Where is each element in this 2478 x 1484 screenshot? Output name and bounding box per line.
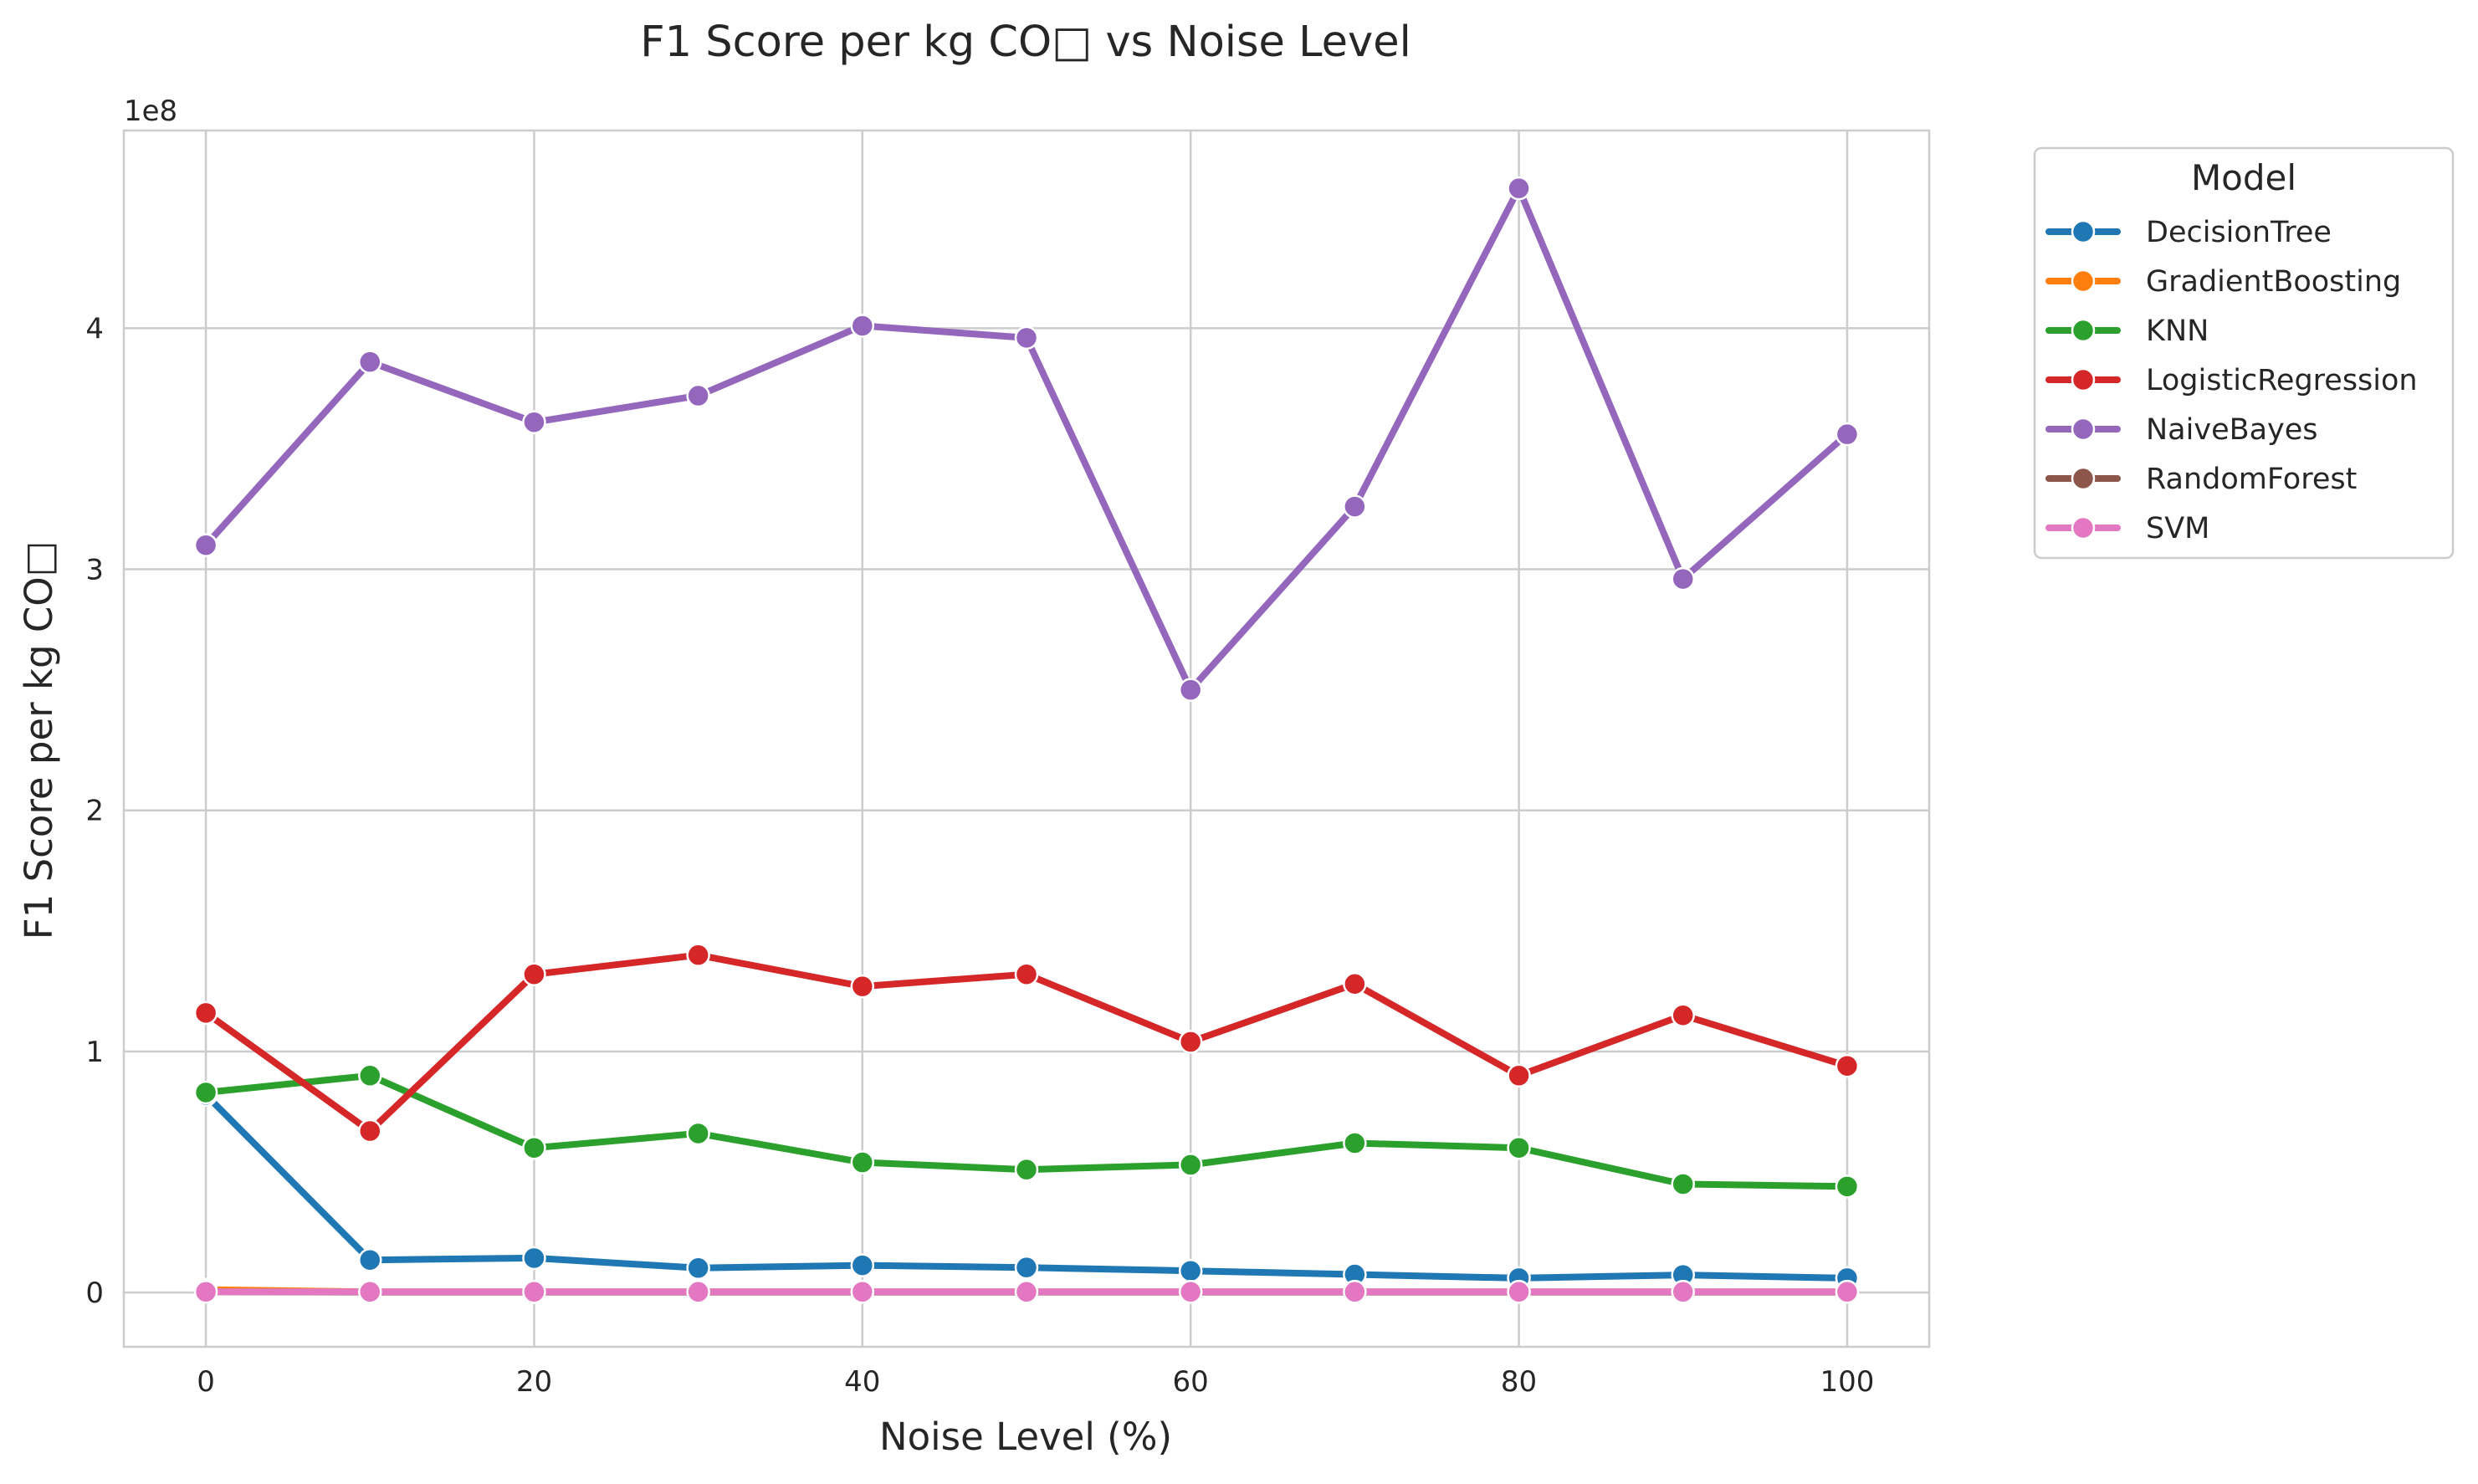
data-point-naivebayes (1344, 496, 1365, 518)
legend-label: RandomForest (2146, 463, 2357, 496)
legend-swatch-marker (2072, 418, 2094, 440)
y-tick-label: 4 (85, 312, 104, 345)
y-axis-label: F1 Score per kg CO□ (17, 541, 61, 940)
legend: Model DecisionTree GradientBoosting KNN Log… (2035, 148, 2453, 558)
chart-title: F1 Score per kg CO□ vs Noise Level (640, 18, 1411, 67)
data-point-logisticregression (1836, 1055, 1858, 1077)
legend-title: Model (2191, 157, 2296, 198)
data-point-naivebayes (195, 535, 217, 556)
data-point-logisticregression (195, 1002, 217, 1024)
data-point-naivebayes (688, 385, 709, 407)
data-point-logisticregression (1672, 1005, 1694, 1026)
data-point-svm (852, 1281, 873, 1302)
data-point-naivebayes (1016, 327, 1037, 349)
data-point-naivebayes (852, 315, 873, 336)
data-point-logisticregression (1016, 964, 1037, 985)
y-tick-label: 1 (85, 1036, 104, 1069)
data-point-logisticregression (852, 975, 873, 997)
legend-swatch-marker (2072, 369, 2094, 391)
legend-swatch-marker (2072, 517, 2094, 539)
x-tick-label: 40 (844, 1365, 880, 1399)
legend-box (2035, 148, 2453, 558)
data-point-knn (1836, 1175, 1858, 1197)
data-point-naivebayes (1672, 568, 1694, 590)
data-point-knn (1344, 1132, 1365, 1154)
data-point-naivebayes (1180, 679, 1201, 701)
x-tick-label: 60 (1173, 1365, 1209, 1399)
x-tick-label: 100 (1820, 1365, 1874, 1399)
data-point-svm (195, 1281, 217, 1302)
legend-label: NaiveBayes (2146, 413, 2318, 447)
legend-label: GradientBoosting (2146, 265, 2401, 299)
data-point-svm (1836, 1281, 1858, 1302)
data-point-logisticregression (688, 944, 709, 966)
data-point-logisticregression (359, 1120, 381, 1142)
y-tick-label: 2 (85, 795, 104, 828)
y-tick-label: 0 (85, 1277, 104, 1310)
data-point-knn (852, 1152, 873, 1174)
data-point-knn (195, 1082, 217, 1103)
x-tick-label: 80 (1501, 1365, 1537, 1399)
data-point-decisiontree (1016, 1256, 1037, 1278)
data-point-decisiontree (1180, 1260, 1201, 1282)
data-point-knn (1016, 1159, 1037, 1180)
y-tick-label: 3 (85, 554, 104, 587)
data-point-svm (523, 1281, 545, 1302)
data-point-svm (1016, 1281, 1037, 1302)
data-point-knn (688, 1123, 709, 1144)
data-point-decisiontree (523, 1247, 545, 1269)
legend-label: DecisionTree (2146, 216, 2332, 249)
data-point-svm (1672, 1281, 1694, 1302)
data-point-decisiontree (359, 1249, 381, 1271)
data-point-naivebayes (1836, 423, 1858, 445)
data-point-knn (523, 1137, 545, 1159)
data-point-decisiontree (688, 1257, 709, 1279)
data-point-logisticregression (1508, 1065, 1530, 1087)
data-point-svm (1344, 1281, 1365, 1302)
data-point-svm (1180, 1281, 1201, 1302)
data-point-knn (1180, 1154, 1201, 1175)
data-point-knn (1672, 1173, 1694, 1195)
legend-label: KNN (2146, 315, 2209, 348)
data-point-naivebayes (1508, 177, 1530, 199)
data-point-naivebayes (523, 412, 545, 433)
legend-swatch-marker (2072, 468, 2094, 489)
legend-swatch-marker (2072, 320, 2094, 341)
data-point-logisticregression (1180, 1031, 1201, 1052)
data-point-knn (1508, 1137, 1530, 1159)
legend-label: LogisticRegression (2146, 364, 2418, 397)
y-axis-offset-label: 1e8 (124, 95, 177, 128)
legend-swatch-marker (2072, 221, 2094, 243)
legend-swatch-marker (2072, 270, 2094, 292)
x-axis-label: Noise Level (%) (879, 1415, 1172, 1459)
data-point-logisticregression (1344, 973, 1365, 995)
data-point-knn (359, 1065, 381, 1087)
data-point-decisiontree (852, 1255, 873, 1277)
x-tick-label: 0 (197, 1365, 215, 1399)
data-point-svm (688, 1281, 709, 1302)
legend-label: SVM (2146, 512, 2209, 545)
x-tick-label: 20 (516, 1365, 552, 1399)
data-point-logisticregression (523, 964, 545, 985)
data-point-svm (359, 1281, 381, 1302)
data-point-naivebayes (359, 351, 381, 373)
data-point-svm (1508, 1281, 1530, 1302)
